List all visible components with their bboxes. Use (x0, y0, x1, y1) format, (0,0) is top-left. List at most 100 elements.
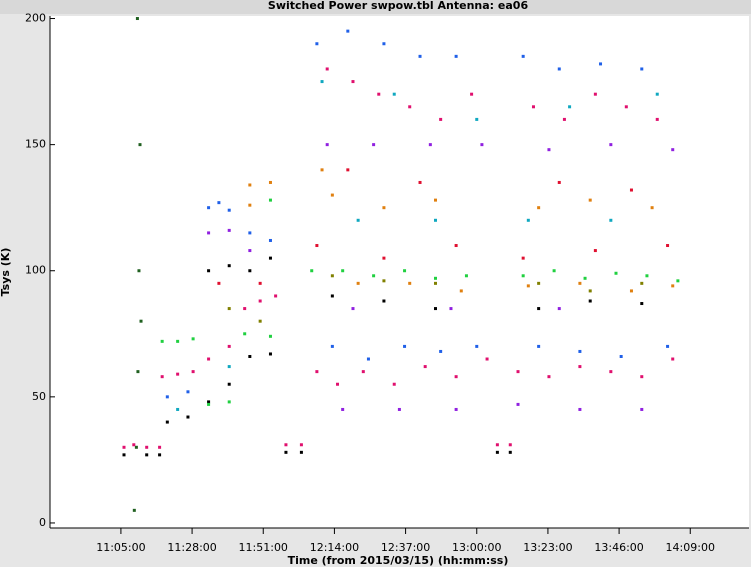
data-point (145, 445, 149, 449)
data-point (614, 271, 618, 275)
data-point (248, 203, 252, 207)
data-point (655, 117, 659, 121)
data-point (578, 407, 582, 411)
data-point (366, 357, 370, 361)
x-tick-label: 13:00:00 (452, 541, 501, 554)
data-point (593, 92, 597, 96)
data-point (377, 92, 381, 96)
data-point (330, 193, 334, 197)
data-point (382, 256, 386, 260)
data-point (248, 354, 252, 358)
data-point (629, 289, 633, 293)
data-point (137, 269, 141, 273)
data-point (158, 445, 162, 449)
data-point (299, 450, 303, 454)
data-point (227, 228, 231, 232)
data-point (351, 80, 355, 84)
data-point (145, 453, 149, 457)
data-point (382, 299, 386, 303)
data-point (557, 180, 561, 184)
data-point (640, 67, 644, 71)
data-point (165, 420, 169, 424)
data-point (521, 54, 525, 58)
data-point (176, 407, 180, 411)
y-tick-label: 50 (32, 390, 46, 403)
x-tick-label: 11:28:00 (167, 541, 216, 554)
data-point (227, 400, 231, 404)
x-tick-label: 13:46:00 (594, 541, 643, 554)
data-point (356, 281, 360, 285)
data-point (557, 67, 561, 71)
data-point (562, 117, 566, 121)
data-point (433, 276, 437, 280)
data-point (361, 370, 365, 374)
chart-title: Switched Power swpow.tbl Antenna: ea06 (268, 0, 529, 12)
plot-area (50, 16, 749, 528)
data-point (433, 281, 437, 285)
y-axis-label: Tsys (K) (0, 248, 12, 297)
data-point (640, 281, 644, 285)
y-tick-label: 200 (25, 12, 46, 25)
data-point (268, 180, 272, 184)
data-point (330, 344, 334, 348)
data-point (547, 148, 551, 152)
data-point (552, 269, 556, 273)
data-point (655, 92, 659, 96)
data-point (629, 188, 633, 192)
data-point (227, 365, 231, 369)
data-point (227, 208, 231, 212)
data-point (666, 244, 670, 248)
data-point (346, 29, 350, 33)
data-point (268, 238, 272, 242)
x-tick-label: 12:37:00 (381, 541, 430, 554)
data-point (508, 443, 512, 447)
data-point (176, 372, 180, 376)
data-point (258, 319, 262, 323)
data-point (666, 344, 670, 348)
data-point (217, 201, 221, 205)
data-point (531, 105, 535, 109)
data-point (495, 443, 499, 447)
data-point (248, 231, 252, 235)
data-point (268, 334, 272, 338)
data-point (578, 349, 582, 353)
data-point (132, 443, 136, 447)
data-point (475, 117, 479, 121)
data-point (243, 307, 247, 311)
data-point (671, 357, 675, 361)
data-point (248, 183, 252, 187)
data-point (207, 269, 211, 273)
data-point (372, 274, 376, 278)
data-point (315, 244, 319, 248)
data-point (439, 349, 443, 353)
data-point (356, 218, 360, 222)
data-point (284, 450, 288, 454)
data-point (382, 279, 386, 283)
data-point (191, 337, 195, 341)
data-point (433, 307, 437, 311)
data-point (593, 249, 597, 253)
data-point (320, 80, 324, 84)
data-point (160, 339, 164, 343)
data-point (207, 206, 211, 210)
data-point (464, 274, 468, 278)
data-point (454, 407, 458, 411)
data-point (372, 143, 376, 147)
data-point (619, 354, 623, 358)
data-point (650, 206, 654, 210)
data-point (609, 370, 613, 374)
data-point (537, 344, 541, 348)
data-point (599, 62, 603, 66)
data-point (403, 344, 407, 348)
data-point (315, 370, 319, 374)
data-point (382, 42, 386, 46)
data-point (258, 299, 262, 303)
data-point (418, 54, 422, 58)
data-point (516, 402, 520, 406)
data-point (640, 375, 644, 379)
data-point (408, 281, 412, 285)
data-point (537, 206, 541, 210)
data-point (480, 143, 484, 147)
data-point (248, 269, 252, 273)
data-point (640, 302, 644, 306)
